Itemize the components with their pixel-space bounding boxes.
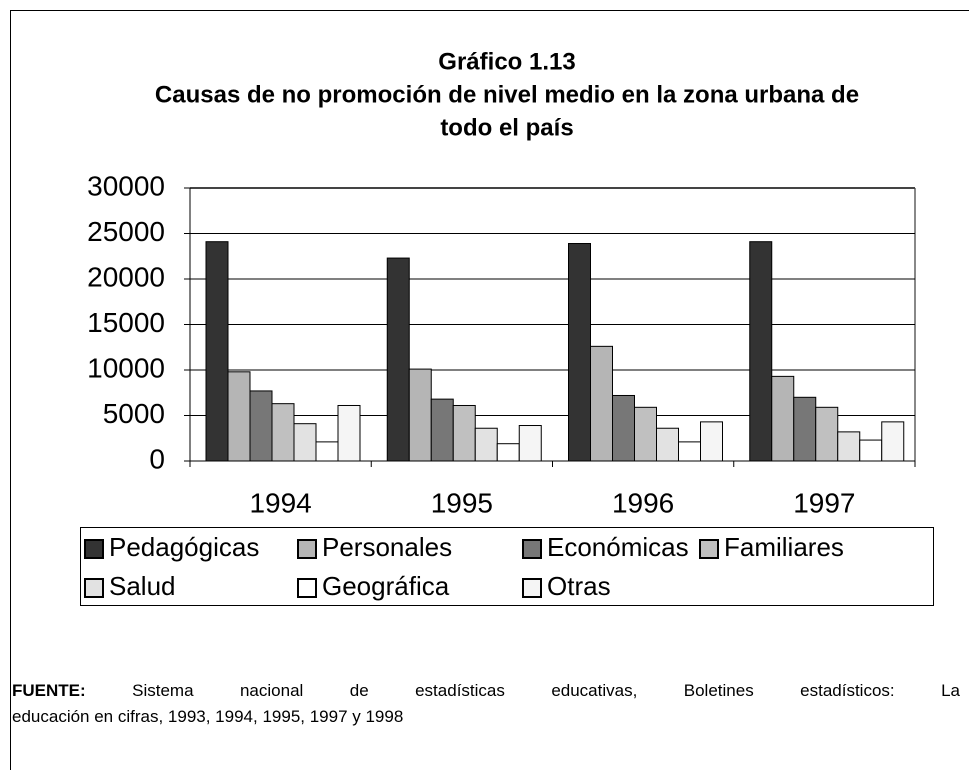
x-tick-label: 1994 — [249, 487, 311, 518]
bar — [293, 423, 317, 462]
bar — [771, 375, 795, 462]
bar — [452, 404, 476, 462]
bar — [793, 396, 817, 462]
x-tick-label: 1996 — [612, 487, 674, 518]
bar — [837, 431, 861, 462]
chart-subtitle: todo el país — [440, 114, 573, 141]
bar — [271, 403, 295, 462]
y-tick-label: 10000 — [87, 352, 165, 383]
bar — [337, 404, 361, 462]
legend-swatch — [699, 539, 719, 559]
bar — [386, 257, 410, 462]
y-tick-label: 20000 — [87, 261, 165, 292]
bar — [881, 421, 905, 462]
bar — [518, 425, 542, 462]
legend-label: Geográfica — [322, 571, 450, 601]
bar — [749, 241, 773, 462]
bar — [249, 390, 273, 462]
bar — [568, 243, 591, 462]
bar — [590, 345, 613, 462]
source-text: educación en cifras, 1993, 1994, 1995, 1… — [12, 707, 404, 726]
legend-label: Familiares — [724, 532, 844, 562]
bar — [634, 406, 657, 462]
bar — [656, 427, 679, 462]
legend-label: Pedagógicas — [109, 532, 259, 562]
source-text: Sistema nacional de estadísticas educati… — [132, 681, 960, 700]
bar — [474, 427, 498, 462]
y-tick-label: 5000 — [103, 398, 165, 429]
legend-swatch — [84, 578, 104, 598]
bar — [496, 443, 520, 462]
bar — [859, 439, 883, 462]
legend-swatch — [297, 578, 317, 598]
bar — [227, 371, 251, 462]
bar — [205, 241, 229, 462]
y-tick-label: 25000 — [87, 216, 165, 247]
legend-swatch — [297, 539, 317, 559]
chart-subtitle: Causas de no promoción de nivel medio en… — [155, 81, 859, 108]
x-tick-label: 1997 — [793, 487, 855, 518]
chart-title: Gráfico 1.13 — [438, 48, 575, 75]
source-label: FUENTE: — [12, 681, 86, 700]
bar — [612, 394, 635, 462]
x-tick-label: 1995 — [431, 487, 493, 518]
legend-box — [80, 527, 934, 606]
bar — [700, 421, 723, 462]
bar — [678, 441, 701, 462]
legend-swatch — [522, 578, 542, 598]
legend-label: Otras — [547, 571, 611, 601]
bar — [815, 406, 839, 462]
y-tick-label: 15000 — [87, 307, 165, 338]
y-tick-label: 30000 — [87, 170, 165, 201]
bar — [408, 368, 432, 462]
legend-label: Económicas — [547, 532, 689, 562]
legend-label: Personales — [322, 532, 452, 562]
legend-swatch — [522, 539, 542, 559]
source: FUENTE: Sistema nacional de estadísticas… — [12, 681, 960, 701]
bar — [315, 441, 339, 462]
legend-swatch — [84, 539, 104, 559]
bar — [430, 398, 454, 462]
y-tick-label: 0 — [149, 443, 165, 474]
legend-label: Salud — [109, 571, 176, 601]
